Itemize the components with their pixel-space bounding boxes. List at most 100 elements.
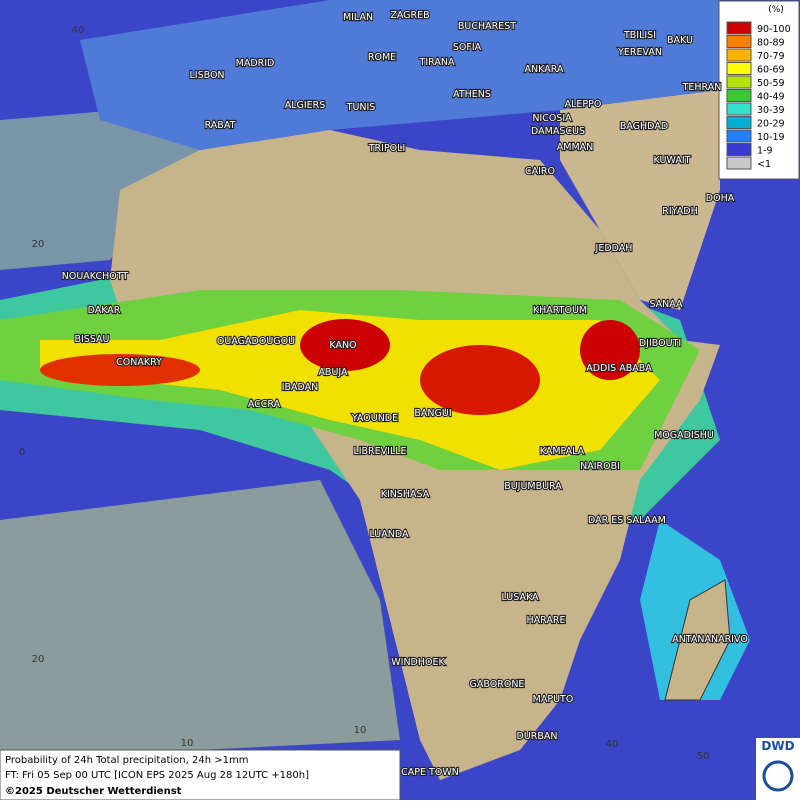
- grid-label: 40: [72, 25, 85, 36]
- city-label: DAKAR: [88, 305, 121, 316]
- grid-label: 20: [32, 239, 45, 250]
- rain-max: [580, 320, 640, 380]
- legend-label: 90-100: [757, 24, 791, 35]
- city-label: NICOSIA: [532, 113, 572, 124]
- city-label: DAMASCUS: [531, 126, 585, 137]
- rain-max: [40, 354, 200, 386]
- legend-swatch: [726, 129, 752, 143]
- legend-label: 30-39: [757, 105, 785, 116]
- grid-label: 10: [354, 725, 367, 736]
- city-label: DAR ES SALAAM: [588, 515, 666, 526]
- legend-swatch: [726, 116, 752, 129]
- legend-unit: (%): [768, 5, 784, 15]
- arabia-land: [560, 90, 720, 310]
- city-label: TRIPOLI: [368, 143, 406, 154]
- city-label: ALEPPO: [565, 99, 602, 110]
- grid-label: 20: [32, 654, 45, 665]
- city-label: YAOUNDE: [351, 413, 398, 424]
- city-label: SOFIA: [453, 42, 482, 53]
- city-label: AMMAN: [557, 142, 594, 153]
- city-label: KHARTOUM: [533, 305, 587, 316]
- rain-max: [420, 345, 540, 415]
- city-label: CAIRO: [525, 166, 555, 177]
- city-label: IBADAN: [282, 382, 319, 393]
- city-label: RABAT: [205, 120, 236, 131]
- madagascar: [664, 579, 731, 701]
- caption-title: Probability of 24h Total precipitation, …: [5, 755, 248, 766]
- caption-copyright: ©2025 Deutscher Wetterdienst: [5, 786, 182, 797]
- caption-forecast: FT: Fri 05 Sep 00 UTC [ICON EPS 2025 Aug…: [5, 770, 309, 781]
- city-label: ZAGREB: [390, 10, 429, 21]
- city-label: ANTANANARIVO: [672, 634, 748, 645]
- city-label: GABORONE: [470, 679, 525, 690]
- legend-swatch: [726, 35, 752, 48]
- rain-max: [300, 319, 390, 371]
- legend-swatch: [726, 89, 752, 102]
- grid-label: 40: [606, 739, 619, 750]
- city-label: LIBREVILLE: [353, 446, 406, 457]
- city-label: KANO: [329, 340, 356, 351]
- legend-label: 40-49: [757, 92, 785, 103]
- legend-swatch: [726, 75, 752, 89]
- legend-label: 60-69: [757, 65, 785, 76]
- dry-sea: [0, 480, 400, 760]
- city-label: KAMPALA: [540, 446, 585, 457]
- city-label: NAIROBI: [580, 461, 620, 472]
- logo-text: DWD: [761, 739, 794, 753]
- city-label: MOGADISHU: [654, 430, 714, 441]
- legend-label: 20-29: [757, 119, 785, 130]
- city-label: ROME: [368, 52, 396, 63]
- grid-label: 50: [697, 751, 710, 762]
- grid-label: 10: [181, 738, 194, 749]
- city-label: MADRID: [236, 58, 275, 69]
- city-label: LUANDA: [369, 529, 409, 540]
- city-label: ACCRA: [248, 399, 281, 410]
- city-label: TBILISI: [623, 30, 656, 41]
- city-label: DJIBOUTI: [639, 338, 681, 349]
- city-label: BUJUMBURA: [504, 481, 562, 492]
- legend-label: 70-79: [757, 51, 785, 62]
- legend-label: 1-9: [757, 146, 773, 157]
- city-label: ADDIS ABABA: [586, 363, 652, 374]
- legend-swatch: [726, 156, 752, 170]
- city-label: BAGHDAD: [620, 121, 668, 132]
- city-label: OUAGADOUGOU: [217, 336, 295, 347]
- city-label: RIYADH: [662, 206, 697, 217]
- city-label: ATHENS: [453, 89, 491, 100]
- city-label: BISSAU: [74, 334, 109, 345]
- city-label: BAKU: [667, 35, 693, 46]
- grid-label: 0: [19, 447, 25, 458]
- legend-swatch: [726, 102, 752, 116]
- city-label: KUWAIT: [654, 155, 691, 166]
- city-label: BANGUI: [414, 408, 451, 419]
- city-label: TUNIS: [346, 102, 376, 113]
- legend: (%) 90-100 80-89 70-79 60-69 50-59 40-49 30-39 2…: [718, 0, 800, 180]
- city-label: CAPE TOWN: [401, 767, 459, 778]
- city-label: LISBON: [189, 70, 224, 81]
- legend-label: 80-89: [757, 38, 785, 49]
- city-label: CONAKRY: [116, 357, 162, 368]
- city-label: BUCHAREST: [458, 21, 516, 32]
- city-label: SANAA: [649, 299, 683, 310]
- dry-sea: [0, 110, 200, 270]
- city-label: JEDDAH: [595, 243, 633, 254]
- legend-swatch: [726, 143, 752, 156]
- legend-swatch: [726, 48, 752, 62]
- city-label: ABUJA: [318, 367, 348, 378]
- city-label: DOHA: [706, 193, 735, 204]
- logo-icon: [762, 760, 794, 792]
- city-label: MAPUTO: [533, 694, 574, 705]
- legend-label: 10-19: [757, 132, 785, 143]
- city-label: MILAN: [343, 12, 373, 23]
- city-label: KINSHASA: [381, 489, 430, 500]
- europe: [80, 0, 720, 150]
- legend-swatch: [726, 62, 752, 75]
- city-label: TIRANA: [419, 57, 455, 68]
- legend-label: 50-59: [757, 78, 785, 89]
- city-label: ALGIERS: [285, 100, 326, 111]
- city-label: ANKARA: [525, 64, 564, 75]
- city-label: NOUAKCHOTT: [62, 271, 129, 282]
- city-label: DURBAN: [517, 731, 558, 742]
- caption-box: [0, 749, 401, 801]
